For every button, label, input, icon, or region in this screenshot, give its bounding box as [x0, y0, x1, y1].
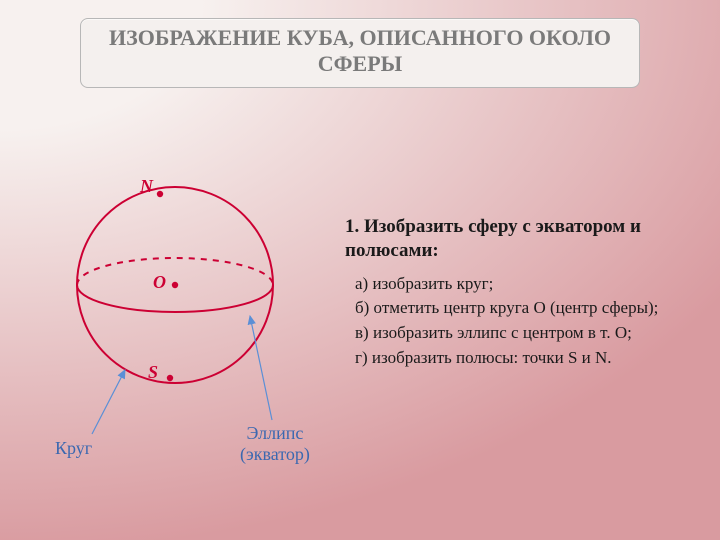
instruction-step-c: в) изобразить эллипс с центром в т. О; [345, 322, 700, 345]
label-s: S [148, 362, 158, 383]
label-n: N [140, 176, 153, 197]
equator-back-arc [77, 258, 273, 285]
title-plate: ИЗОБРАЖЕНИЕ КУБА, ОПИСАННОГО ОКОЛО СФЕРЫ [80, 18, 640, 88]
instruction-step-b: б) отметить центр круга О (центр сферы); [345, 297, 700, 320]
instructions-heading: 1. Изобразить сферу с экватором и полюса… [345, 215, 700, 263]
callout-label-ellipse: Эллипс (экватор) [240, 423, 310, 465]
callout-ellipse-line2: (экватор) [240, 444, 310, 464]
point-n [157, 191, 163, 197]
callout-ellipse-line1: Эллипс [247, 423, 304, 443]
instructions-block: 1. Изобразить сферу с экватором и полюса… [345, 215, 700, 372]
sphere-diagram: N O S Круг Эллипс (экватор) [50, 170, 350, 470]
callout-arrow-circle [92, 370, 125, 434]
instruction-step-d: г) изобразить полюсы: точки S и N. [345, 347, 700, 370]
point-o [172, 282, 178, 288]
point-s [167, 375, 173, 381]
equator-front-arc [77, 285, 273, 312]
instruction-step-a: а) изобразить круг; [345, 273, 700, 296]
label-o: O [153, 272, 166, 293]
title-text: ИЗОБРАЖЕНИЕ КУБА, ОПИСАННОГО ОКОЛО СФЕРЫ [109, 25, 611, 76]
callout-label-circle: Круг [55, 438, 92, 459]
